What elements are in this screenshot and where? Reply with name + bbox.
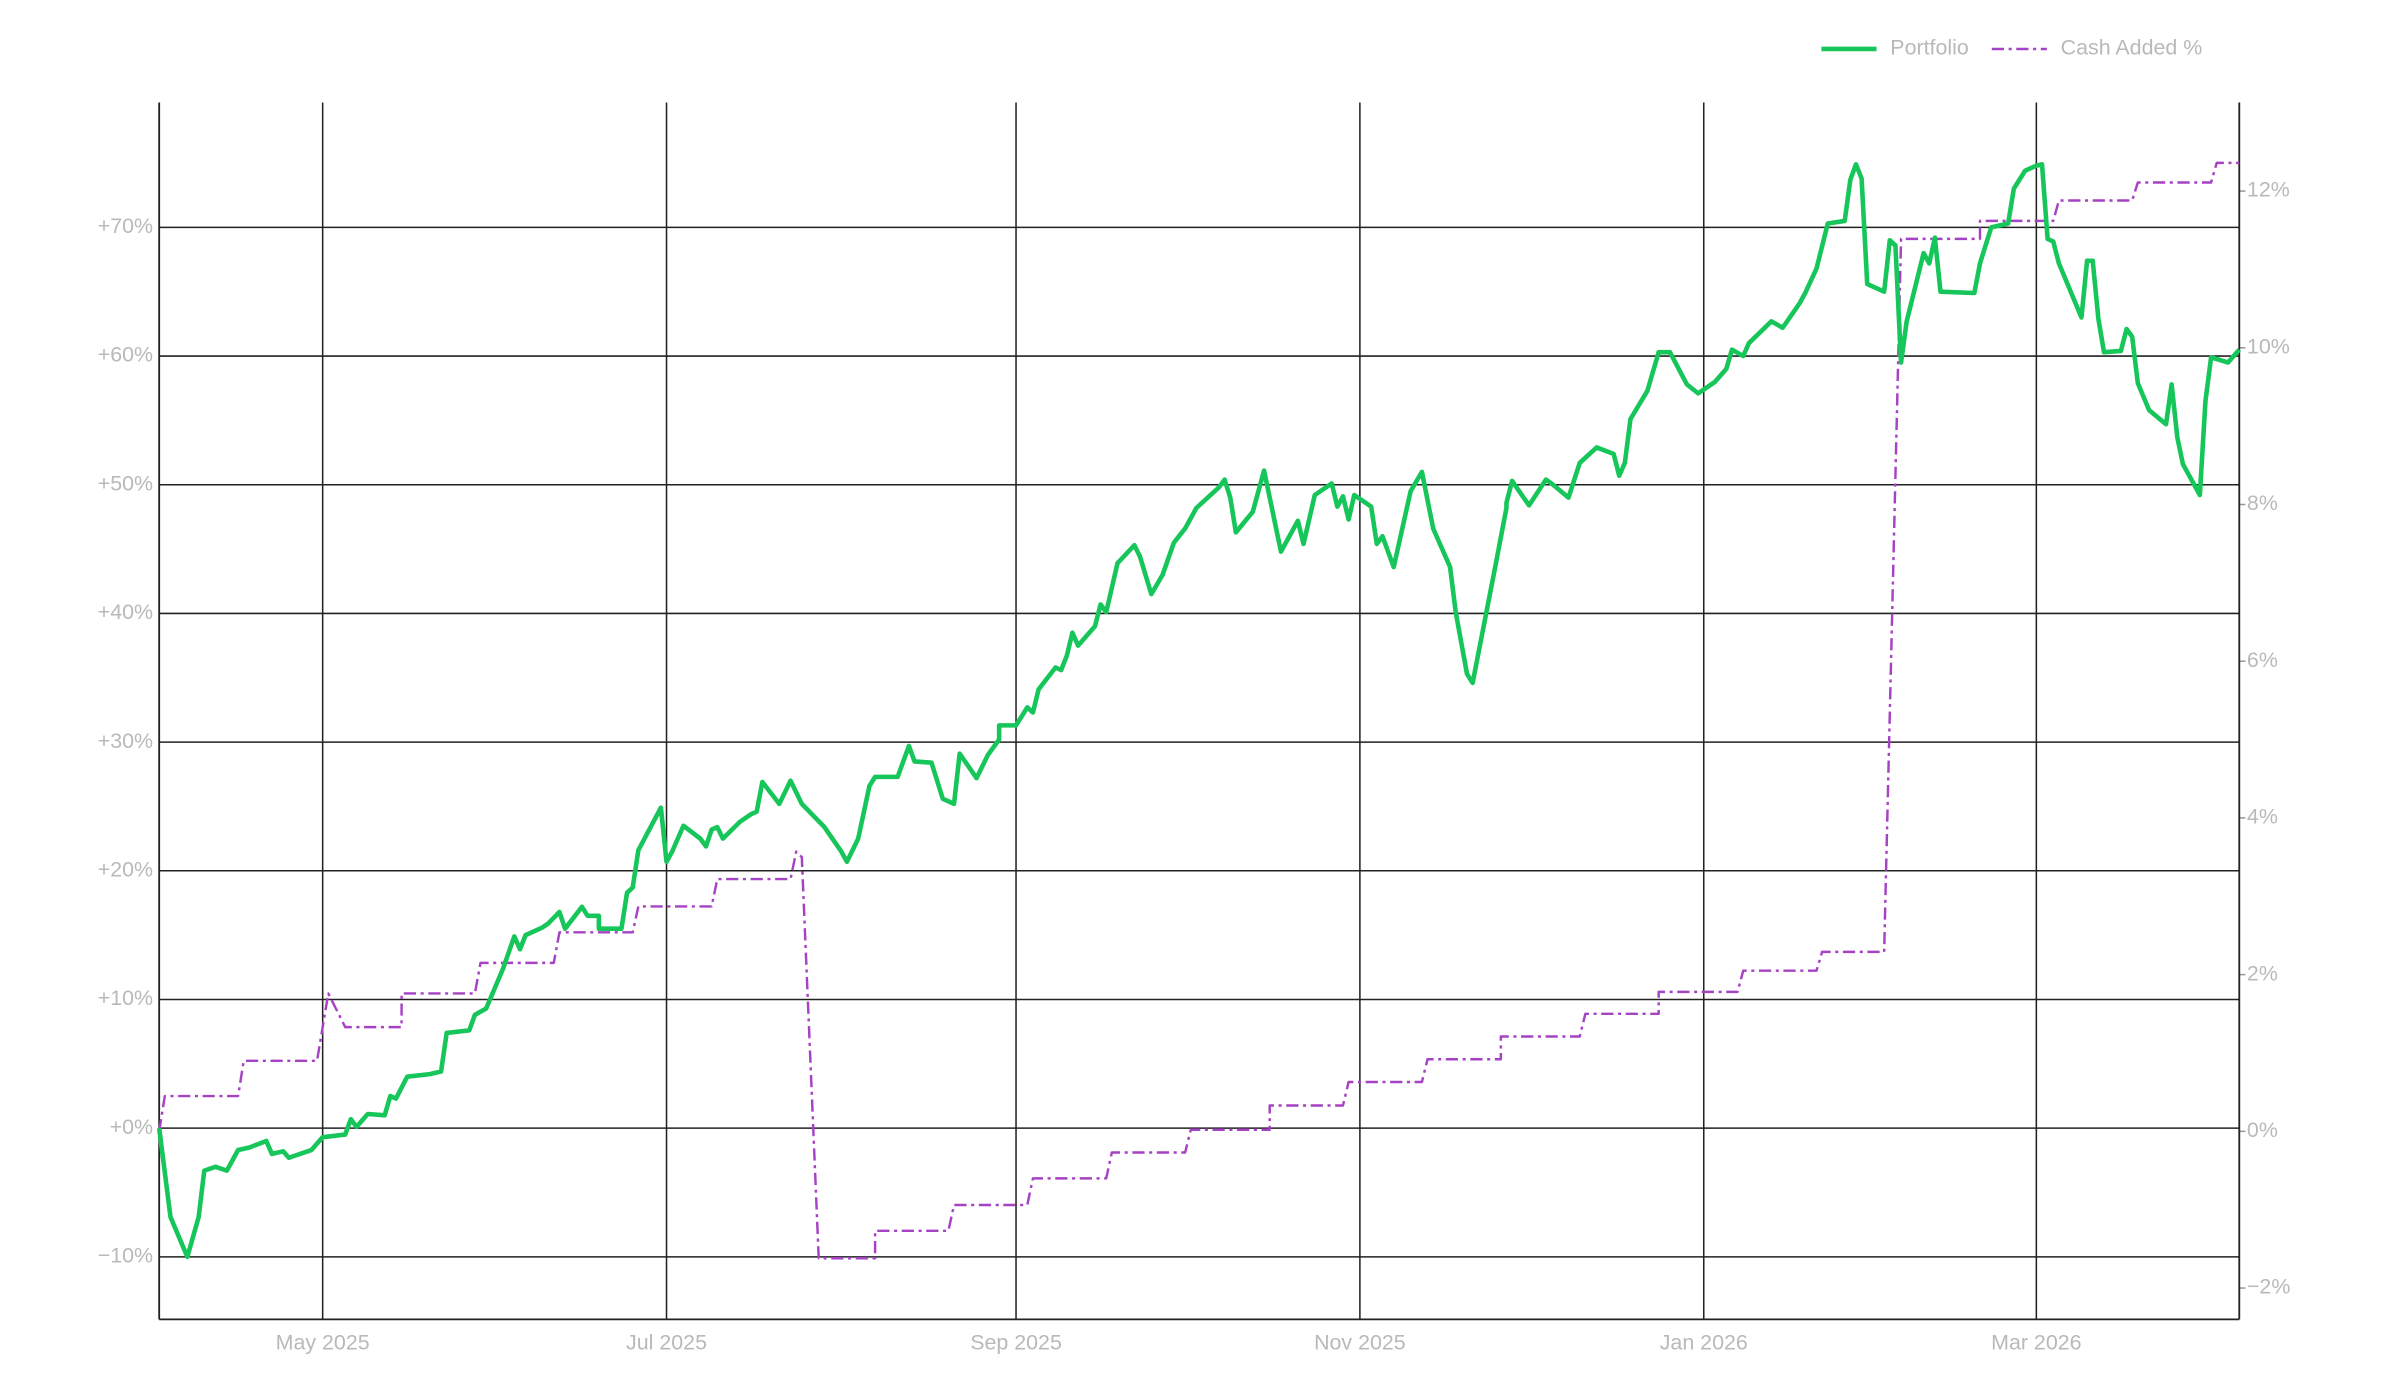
y-tick-label: +40%: [98, 600, 153, 624]
x-tick-label: Jul 2025: [626, 1331, 707, 1355]
y2-tick-label: 8%: [2247, 491, 2278, 515]
y2-tick-label: 6%: [2247, 648, 2278, 672]
y-tick-label: −10%: [98, 1243, 153, 1267]
x-tick-label: Sep 2025: [970, 1331, 1062, 1355]
y-tick-label: +70%: [98, 214, 153, 238]
y-tick-label: +50%: [98, 471, 153, 495]
y2-tick-label: 2%: [2247, 961, 2278, 985]
legend-label: Cash Added %: [2061, 36, 2203, 60]
y2-tick-label: 0%: [2247, 1118, 2278, 1142]
y2-tick-label: −2%: [2247, 1275, 2290, 1299]
x-tick-label: Jan 2026: [1660, 1331, 1748, 1355]
x-tick-label: May 2025: [276, 1331, 370, 1355]
x-tick-label: Nov 2025: [1314, 1331, 1406, 1355]
y-tick-label: +20%: [98, 857, 153, 881]
y-tick-label: +10%: [98, 986, 153, 1010]
legend-label: Portfolio: [1890, 36, 1969, 60]
y2-tick-label: 12%: [2247, 178, 2290, 202]
y-tick-label: +60%: [98, 343, 153, 367]
x-tick-label: Mar 2026: [1991, 1331, 2081, 1355]
y-tick-label: +0%: [110, 1115, 153, 1139]
series-line: [157, 161, 2240, 1260]
y2-tick-label: 10%: [2247, 334, 2290, 358]
y-tick-label: +30%: [98, 729, 153, 753]
y2-tick-label: 4%: [2247, 805, 2278, 829]
series-line: [156, 162, 2242, 1260]
